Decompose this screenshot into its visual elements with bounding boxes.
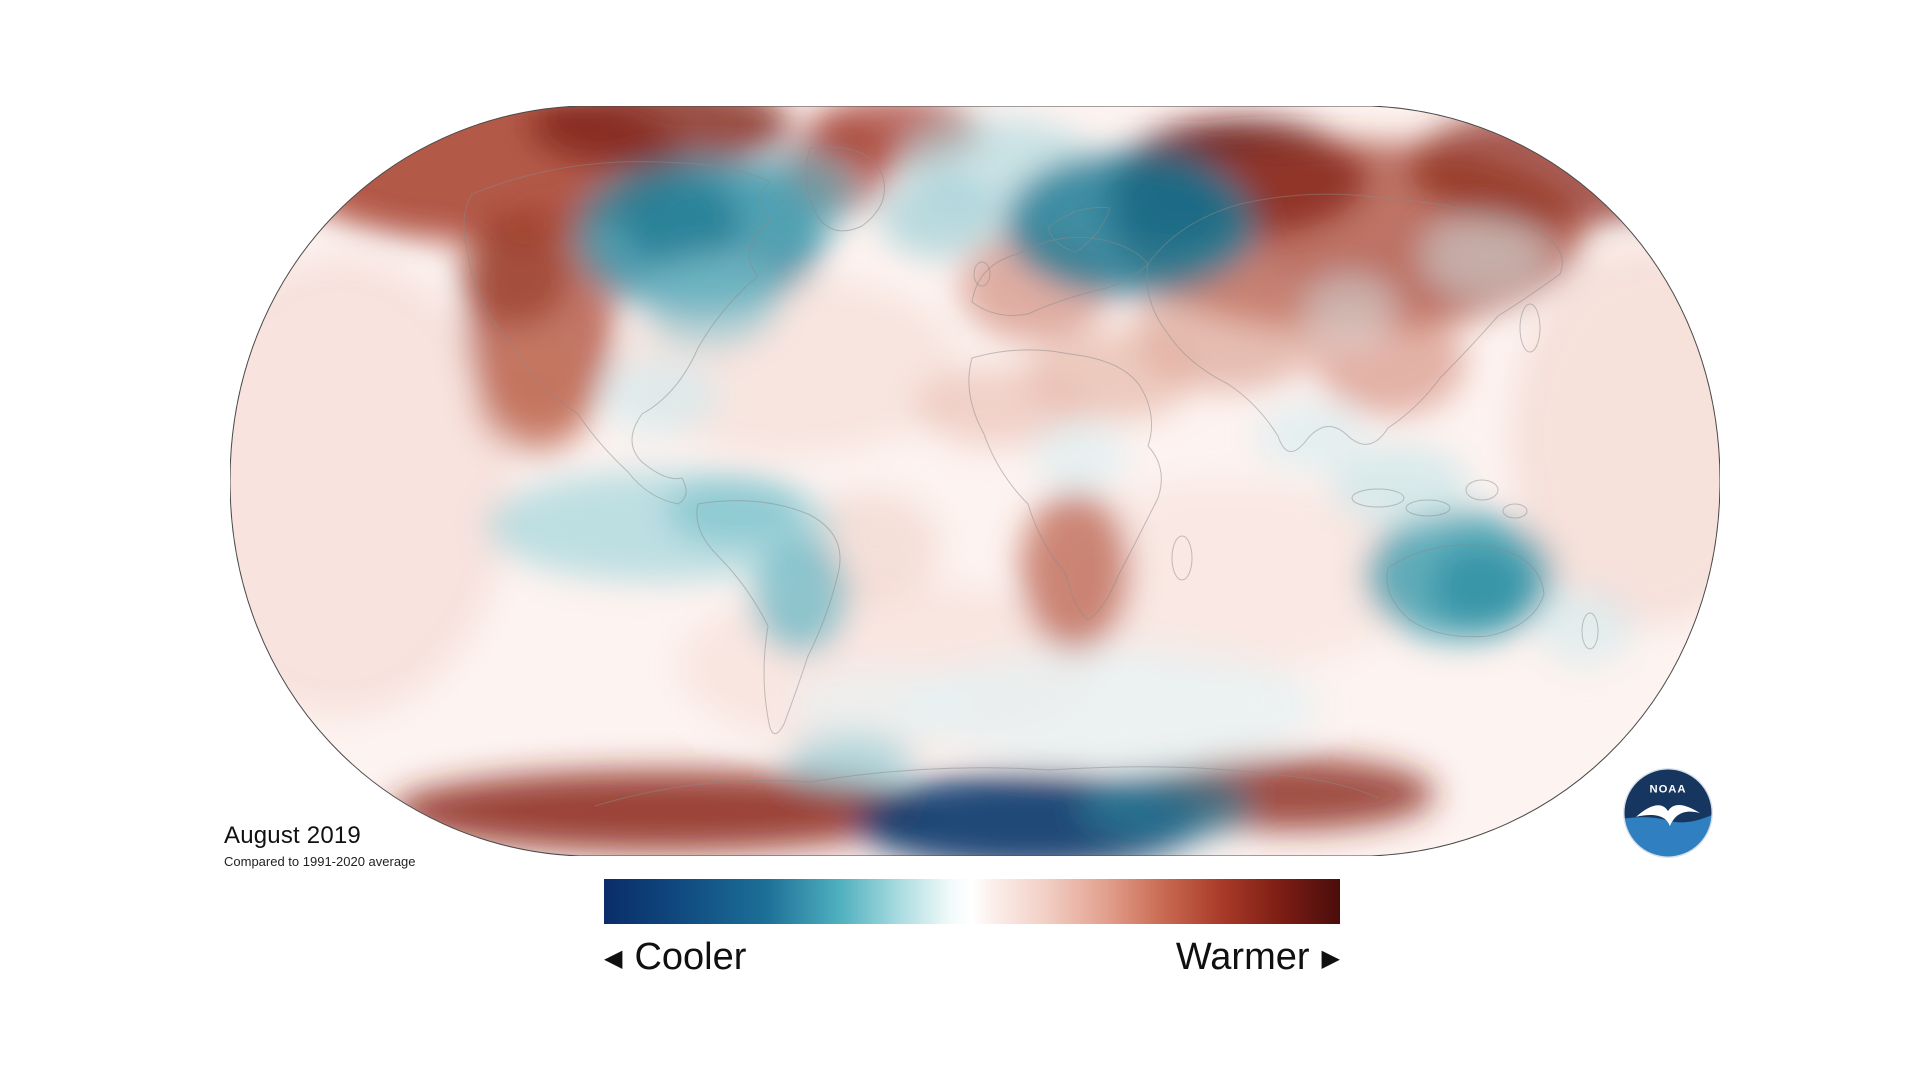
noaa-logo-ring — [1623, 768, 1713, 858]
right-arrow-icon: ▶ — [1321, 945, 1340, 972]
anomaly-australia-core — [1430, 546, 1530, 626]
cooler-label: Cooler — [634, 936, 747, 978]
coastline-south-america — [696, 500, 841, 734]
anomaly-indian-ocean-wash — [1040, 481, 1420, 671]
coastline-japan — [1519, 303, 1541, 353]
map-outline — [230, 106, 1720, 856]
anomaly-great-lakes-cool — [640, 253, 780, 349]
anomaly-mongolia-cool — [1305, 279, 1395, 343]
anomaly-antarctic-peninsula-band — [390, 771, 930, 851]
anomaly-argentina-cool — [752, 538, 848, 654]
colorbar-gradient — [604, 879, 1340, 924]
coastline-british-isles — [973, 261, 991, 287]
coastline-antarctica — [594, 766, 1379, 807]
anomaly-southern-africa — [1020, 491, 1130, 651]
anomaly-sahel — [915, 366, 1085, 446]
anomaly-california-baja — [475, 336, 595, 456]
anomaly-new-zealand-cool — [1535, 586, 1635, 666]
anomaly-east-siberia-arctic — [1410, 106, 1710, 226]
anomaly-baffin — [735, 151, 855, 241]
coastline-africa — [968, 349, 1162, 621]
noaa-logo-text: NOAA — [1650, 783, 1687, 795]
anomaly-west-pacific-wash — [1510, 246, 1720, 626]
anomaly-east-pacific-wash — [230, 256, 510, 716]
anomaly-map — [230, 106, 1720, 856]
anomaly-wilkes-cool — [1080, 770, 1250, 842]
coastline-australia — [1386, 544, 1545, 638]
anomaly-pacific-northwest — [460, 216, 570, 326]
map-svg — [230, 106, 1720, 856]
anomaly-southern-ocean-cool-wash — [900, 646, 1320, 766]
coastline-greenland — [805, 146, 885, 232]
noaa-logo: NOAA — [1621, 766, 1715, 860]
anomaly-iceland-cool — [880, 178, 1000, 258]
coastline-new-guinea — [1502, 503, 1528, 519]
warmer-label: Warmer — [1175, 936, 1310, 978]
attribution: August 2019 Compared to 1991-2020 averag… — [224, 822, 416, 869]
anomaly-yakutia-cool — [1425, 216, 1545, 296]
anomaly-arctic-top-left — [530, 106, 790, 169]
anomaly-southeast-us-cool — [600, 356, 720, 436]
legend: ◀ Cooler Warmer ▶ — [604, 879, 1340, 979]
warmer-label-group: Warmer ▶ — [1176, 936, 1340, 979]
anomaly-peru-current-cool — [665, 476, 805, 546]
coastline-north-america — [463, 161, 773, 505]
anomaly-weddell-cool — [785, 735, 915, 787]
anomaly-hudson-core — [620, 176, 740, 266]
cooler-label-group: ◀ Cooler — [604, 936, 746, 979]
map-date: August 2019 — [224, 822, 361, 849]
coastlines — [463, 146, 1599, 807]
legend-labels: ◀ Cooler Warmer ▶ — [604, 936, 1340, 979]
map-baseline-note: Compared to 1991-2020 average — [224, 854, 416, 869]
coastline-scandinavia — [1047, 206, 1111, 253]
coastline-borneo — [1465, 479, 1499, 501]
noaa-logo-svg: NOAA — [1623, 768, 1713, 858]
noaa-bird-icon — [1636, 804, 1700, 827]
anomaly-barents-core — [1105, 161, 1225, 251]
left-arrow-icon: ◀ — [604, 945, 623, 972]
anomaly-congo-cool — [1032, 420, 1128, 492]
coastline-java — [1405, 499, 1451, 517]
coastline-new-zealand — [1581, 612, 1599, 650]
anomaly-south-atlantic-cool-wash — [790, 666, 970, 746]
coastline-madagascar — [1171, 535, 1193, 581]
coastline-asia — [1146, 193, 1563, 452]
coastline-sumatra — [1351, 488, 1405, 508]
